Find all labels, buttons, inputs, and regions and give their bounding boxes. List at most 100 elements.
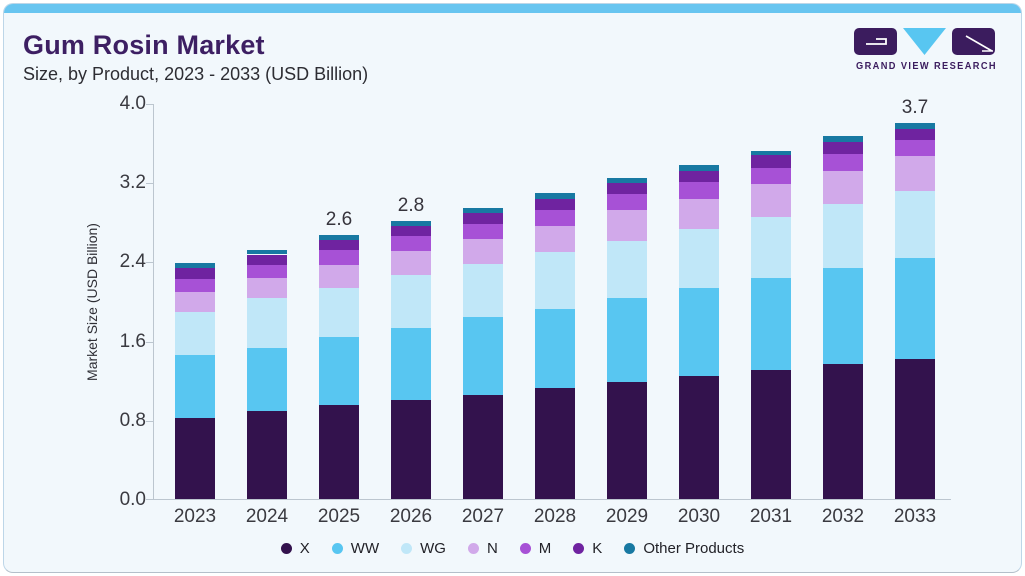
card-top-accent	[4, 4, 1021, 13]
bar-segment-n-2027	[463, 238, 503, 265]
bar-segment-ww-2026	[391, 327, 431, 400]
x-tick-label-2030: 2030	[677, 506, 721, 527]
gvr-logo-g-block	[854, 28, 897, 55]
bar-segment-m-2031	[751, 168, 791, 185]
bar-segment-x-2033	[895, 359, 935, 499]
bar-segment-ww-2030	[679, 288, 719, 377]
y-tick-label: 1.6	[119, 330, 146, 352]
bar-2025	[319, 104, 359, 499]
bar-segment-n-2033	[895, 156, 935, 192]
legend-dot-icon	[280, 543, 292, 554]
y-tick-mark	[146, 420, 153, 422]
legend-label: X	[299, 540, 310, 557]
legend-label: N	[486, 540, 498, 557]
y-tick-mark	[146, 499, 153, 500]
legend-dot-icon	[467, 543, 479, 554]
legend-item-other-products: Other Products	[624, 540, 744, 557]
bar-segment-k-2025	[319, 239, 359, 250]
x-tick-label-2031: 2031	[749, 506, 793, 527]
x-axis-line	[153, 499, 951, 500]
legend-item-ww: WW	[331, 540, 379, 557]
x-tick-label-2023: 2023	[173, 506, 217, 527]
bar-segment-ww-2032	[823, 268, 863, 365]
bar-segment-other-products-2024	[247, 249, 287, 255]
bar-segment-x-2023	[175, 417, 215, 499]
bar-segment-n-2028	[535, 225, 575, 252]
x-tick-label-2033: 2033	[893, 506, 937, 527]
bar-segment-k-2027	[463, 212, 503, 224]
value-label-2033: 3.7	[901, 96, 929, 118]
bar-segment-ww-2031	[751, 278, 791, 371]
x-tick-label-2025: 2025	[317, 506, 361, 527]
bar-2033	[895, 104, 935, 499]
bar-segment-wg-2030	[679, 228, 719, 289]
bar-segment-n-2025	[319, 265, 359, 289]
bar-segment-other-products-2030	[679, 165, 719, 172]
bar-segment-x-2031	[751, 370, 791, 499]
x-tick-label-2028: 2028	[533, 506, 577, 527]
bar-segment-m-2028	[535, 209, 575, 226]
bar-segment-n-2026	[391, 250, 431, 276]
legend-dot-icon	[331, 543, 343, 554]
bar-2024	[247, 104, 287, 499]
y-tick-label: 0.0	[119, 489, 146, 510]
bar-segment-k-2029	[607, 183, 647, 195]
legend-dot-icon	[401, 543, 413, 554]
bar-segment-wg-2031	[751, 216, 791, 279]
y-tick-label: 0.8	[119, 409, 146, 431]
legend-label: Other Products	[643, 540, 745, 557]
legend-label: M	[538, 540, 552, 557]
bar-segment-n-2023	[175, 292, 215, 312]
bar-segment-other-products-2023	[175, 263, 215, 269]
value-label-2025: 2.6	[325, 208, 353, 230]
bar-segment-ww-2028	[535, 308, 575, 389]
bar-segment-x-2028	[535, 388, 575, 499]
y-tick-mark	[146, 183, 153, 185]
bar-2032	[823, 104, 863, 499]
bar-segment-wg-2025	[319, 288, 359, 337]
gvr-logo-g-glyph	[866, 38, 887, 45]
bar-segment-wg-2028	[535, 251, 575, 309]
legend-label: K	[592, 540, 603, 557]
bar-segment-k-2030	[679, 171, 719, 183]
value-label-2026: 2.8	[397, 194, 425, 216]
chart-legend: X WW WG N M K Other Products	[4, 540, 1021, 557]
bar-2028	[535, 104, 575, 499]
bar-segment-wg-2032	[823, 204, 863, 269]
legend-item-wg: WG	[401, 540, 446, 557]
gvr-logo-v-triangle	[903, 28, 946, 55]
gvr-logo-r-glyph	[965, 35, 993, 52]
bar-segment-k-2028	[535, 199, 575, 210]
bar-2031	[751, 104, 791, 499]
bar-segment-n-2024	[247, 278, 287, 299]
bar-segment-ww-2029	[607, 298, 647, 383]
bar-segment-m-2026	[391, 235, 431, 251]
bar-segment-x-2026	[391, 400, 431, 499]
bar-segment-other-products-2033	[895, 122, 935, 129]
bar-segment-x-2030	[679, 376, 719, 499]
bar-segment-other-products-2031	[751, 150, 791, 156]
bar-segment-k-2023	[175, 268, 215, 280]
bar-2026	[391, 104, 431, 499]
y-axis-line	[153, 104, 154, 500]
y-tick-label: 2.4	[119, 251, 146, 273]
bar-segment-x-2025	[319, 404, 359, 499]
bar-segment-other-products-2027	[463, 207, 503, 213]
bar-segment-k-2032	[823, 141, 863, 154]
bar-segment-m-2033	[895, 139, 935, 157]
bar-segment-other-products-2028	[535, 193, 575, 200]
bar-segment-ww-2025	[319, 336, 359, 405]
bar-segment-wg-2026	[391, 275, 431, 328]
y-axis-title: Market Size (USD Billion)	[84, 223, 100, 381]
bar-segment-n-2030	[679, 199, 719, 229]
page-title: Gum Rosin Market	[23, 30, 265, 60]
legend-dot-icon	[624, 543, 636, 554]
plot-area: 0.0 0.8 1.6 2.4 3.2 4.0	[120, 94, 954, 510]
bar-segment-k-2026	[391, 225, 431, 236]
y-tick-mark	[146, 104, 153, 105]
legend-label: WG	[420, 540, 446, 557]
bar-segment-n-2031	[751, 184, 791, 217]
bar-segment-n-2029	[607, 209, 647, 241]
bar-segment-wg-2029	[607, 240, 647, 299]
